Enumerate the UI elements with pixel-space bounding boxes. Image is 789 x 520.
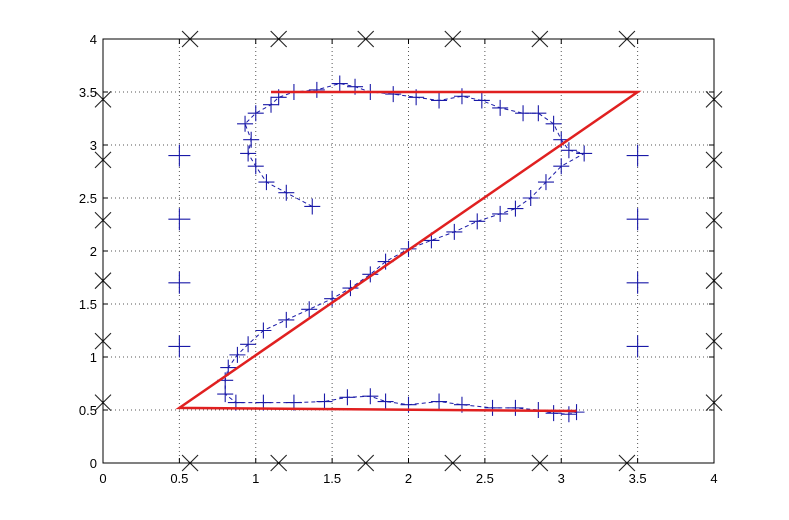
plus-marker [626, 335, 649, 358]
trace-point [258, 174, 275, 191]
template-layer [175, 90, 642, 413]
plus-marker [626, 271, 649, 294]
trace-point [484, 399, 501, 416]
trace-point [453, 88, 470, 105]
template-line [175, 90, 642, 413]
trace-point [545, 405, 562, 422]
trace-point [342, 280, 359, 297]
trace-point [385, 86, 402, 103]
trace-point [377, 393, 394, 410]
y-tick-label: 2.5 [79, 191, 97, 206]
trace-point [537, 174, 554, 191]
trace-point [507, 399, 524, 416]
y-tick-label: 1 [90, 350, 97, 365]
plus-marker [168, 208, 191, 231]
trace-point [229, 346, 246, 363]
x-tick-label: 1 [252, 471, 259, 486]
trace-point [560, 406, 577, 423]
trace-layer [217, 75, 593, 423]
trace-point [530, 105, 547, 122]
y-tick-label: 2 [90, 244, 97, 259]
x-tick-label: 3 [558, 471, 565, 486]
x-tick-label: 3.5 [629, 471, 647, 486]
trace-point [431, 92, 448, 109]
y-tick-label: 0 [90, 456, 97, 471]
trace-point [255, 322, 272, 339]
x-tick-label: 2.5 [476, 471, 494, 486]
trace-point [492, 99, 509, 116]
trace-point [362, 266, 379, 283]
y-tick-label: 1.5 [79, 297, 97, 312]
trace-point [492, 205, 509, 222]
x-tick-label: 4 [710, 471, 717, 486]
x-tick-label: 1.5 [323, 471, 341, 486]
trace-point [362, 388, 379, 405]
trace-point [522, 190, 539, 206]
y-tick-label: 4 [90, 32, 97, 47]
plus-marker [626, 144, 649, 167]
trace-point [331, 75, 348, 92]
trace-point [446, 223, 463, 240]
trace-point [247, 158, 264, 175]
trace-point [316, 393, 333, 410]
trace-point [431, 393, 448, 410]
trace-point [473, 92, 490, 109]
trace-point [278, 311, 295, 328]
trace-point [507, 200, 524, 217]
trace-point [240, 145, 257, 162]
trace-point [469, 213, 486, 230]
trace-point [576, 145, 593, 162]
trace-point [560, 142, 577, 159]
plus-marker [168, 335, 191, 358]
plus-marker [626, 208, 649, 231]
trace-point [304, 198, 321, 215]
x-tick-label: 0 [99, 471, 106, 486]
trace-point [553, 158, 570, 175]
trace-point [339, 389, 356, 406]
y-tick-label: 0.5 [79, 403, 97, 418]
trace-point [237, 115, 254, 132]
tick-layer: 0 0.5 1 1.5 2 2.5 3 3.5 4 0 0.5 1 1.5 2 2.5 3 3.5 4 [79, 32, 718, 486]
trace-point [278, 184, 295, 201]
x-tick-label: 2 [405, 471, 412, 486]
trace-point [263, 96, 280, 113]
trace-point [243, 131, 260, 148]
trace-point [545, 115, 562, 132]
y-tick-label: 3 [90, 138, 97, 153]
trace-point [301, 301, 318, 318]
trace-point [217, 386, 234, 403]
x-tick-label: 0.5 [170, 471, 188, 486]
trace-point [240, 336, 257, 353]
plus-marker [168, 271, 191, 294]
plus-marker [168, 144, 191, 167]
y-tick-label: 3.5 [79, 85, 97, 100]
trace-point [515, 105, 532, 122]
trace-point [247, 105, 264, 122]
trace-point [308, 81, 325, 98]
